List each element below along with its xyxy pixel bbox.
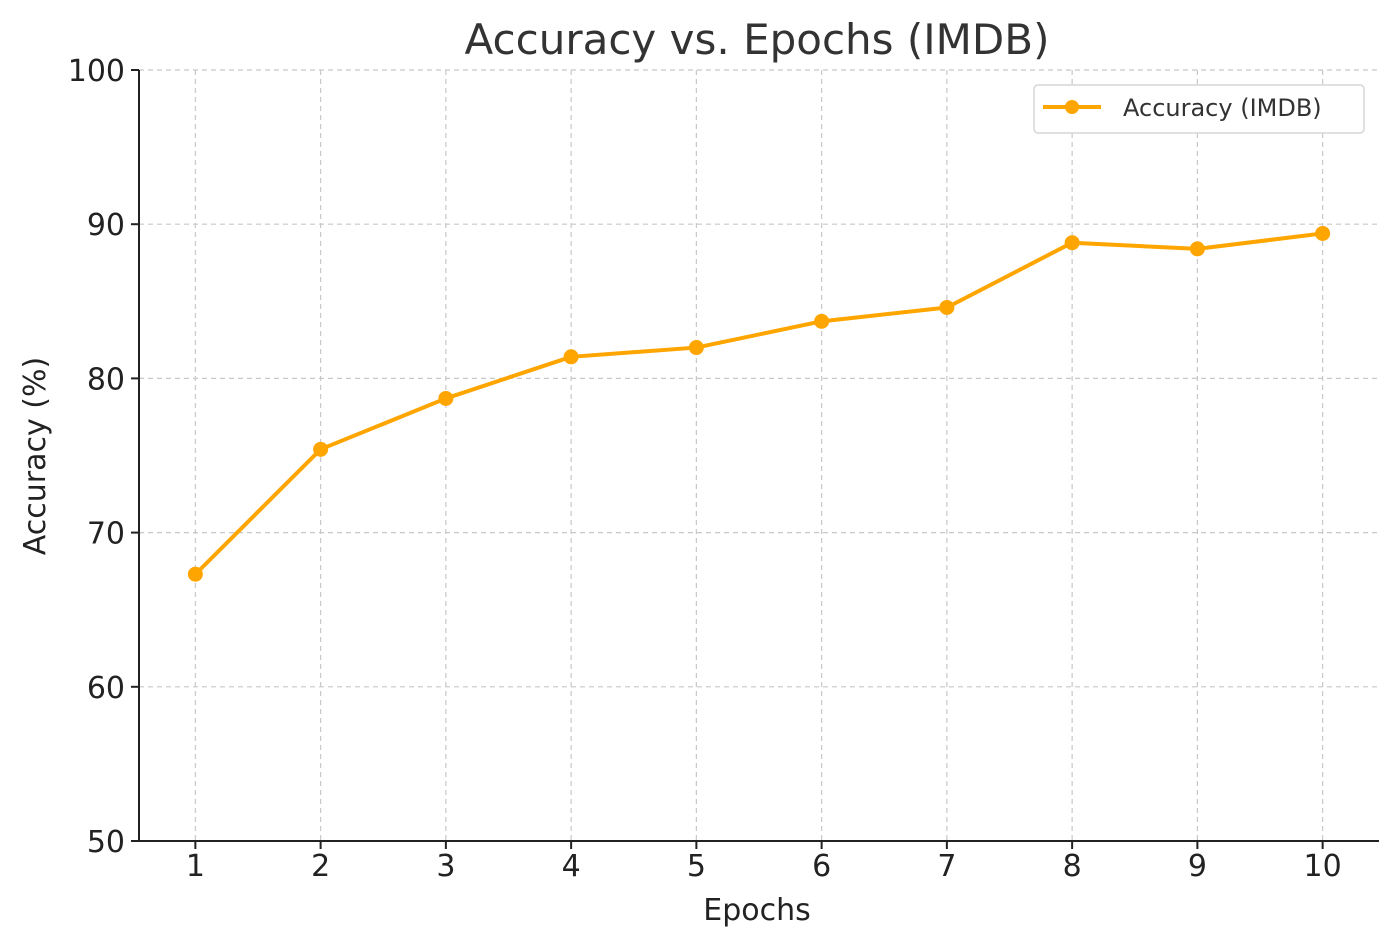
grid-layer <box>139 69 1379 841</box>
data-point <box>438 390 454 406</box>
series-layer <box>187 225 1331 582</box>
ticks-layer: 1 2 3 4 5 6 7 8 9 10 50 60 70 80 90 100 <box>68 54 1342 884</box>
data-point <box>563 349 579 365</box>
x-tick-label: 4 <box>562 849 581 884</box>
data-point <box>313 441 329 457</box>
y-axis-label: Accuracy (%) <box>18 357 53 555</box>
legend: Accuracy (IMDB) <box>1033 84 1365 134</box>
data-point <box>939 299 955 315</box>
data-point <box>187 566 203 582</box>
x-axis-label: Epochs <box>703 893 811 928</box>
x-tick-label: 9 <box>1188 849 1207 884</box>
series-line <box>193 231 1325 577</box>
x-tick-label: 3 <box>436 849 455 884</box>
x-tick-label: 10 <box>1304 849 1342 884</box>
x-tick-label: 1 <box>186 849 205 884</box>
y-tick-label: 100 <box>68 54 125 89</box>
x-tick-label: 2 <box>311 849 330 884</box>
data-point <box>1315 225 1331 241</box>
legend-box <box>1033 84 1365 134</box>
axes-layer <box>138 70 1379 842</box>
x-tick-label: 5 <box>687 849 706 884</box>
data-point <box>1189 241 1205 257</box>
x-tick-label: 6 <box>812 849 831 884</box>
chart-title: Accuracy vs. Epochs (IMDB) <box>465 15 1050 64</box>
y-tick-label: 70 <box>87 517 125 552</box>
legend-label: Accuracy (IMDB) <box>1123 94 1322 122</box>
y-tick-label: 80 <box>87 362 125 397</box>
data-point <box>688 340 704 356</box>
x-tick-label: 7 <box>937 849 956 884</box>
data-point <box>1064 235 1080 251</box>
legend-marker <box>1065 100 1079 114</box>
data-point <box>814 313 830 329</box>
y-tick-label: 50 <box>87 825 125 860</box>
y-tick-label: 60 <box>87 671 125 706</box>
y-tick-label: 90 <box>87 208 125 243</box>
x-tick-label: 8 <box>1063 849 1082 884</box>
